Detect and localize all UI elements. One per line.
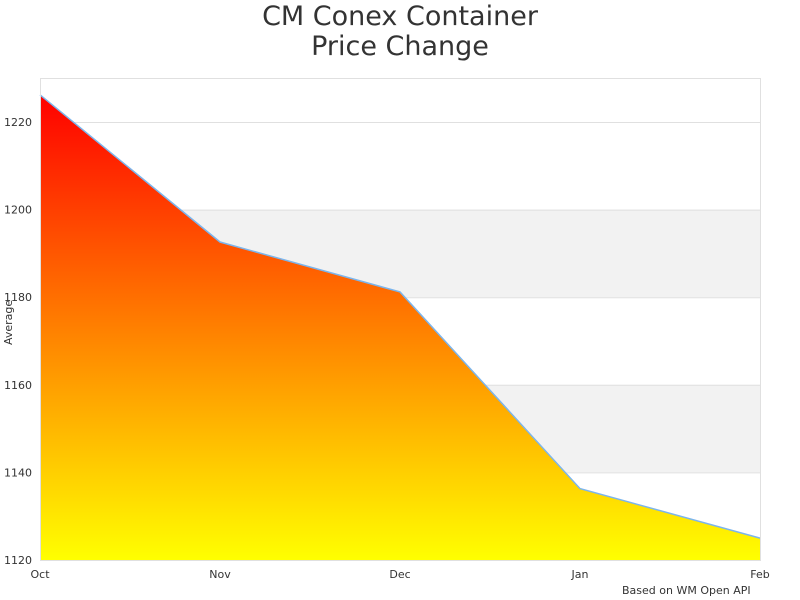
x-tick-label: Nov [209,568,231,581]
y-tick-label: 1180 [4,291,32,304]
y-tick-label: 1140 [4,466,32,479]
x-tick-label: Jan [571,568,589,581]
x-tick-label: Dec [389,568,410,581]
x-tick-label: Feb [750,568,769,581]
y-tick-label: 1120 [4,554,32,567]
y-tick-label: 1200 [4,204,32,217]
credit-text: Based on WM Open API [622,584,751,597]
area-fill [40,94,760,561]
y-tick-label: 1220 [4,116,32,129]
series-line [39,94,761,539]
chart-title: CM Conex Container Price Change [0,2,800,62]
x-tick-label: Oct [30,568,50,581]
chart-title-line-2: Price Change [311,31,489,62]
y-tick-label: 1160 [4,379,32,392]
y-axis-label: Average [2,300,15,345]
chart-title-line-1: CM Conex Container [262,1,538,32]
plot-border [40,78,761,561]
